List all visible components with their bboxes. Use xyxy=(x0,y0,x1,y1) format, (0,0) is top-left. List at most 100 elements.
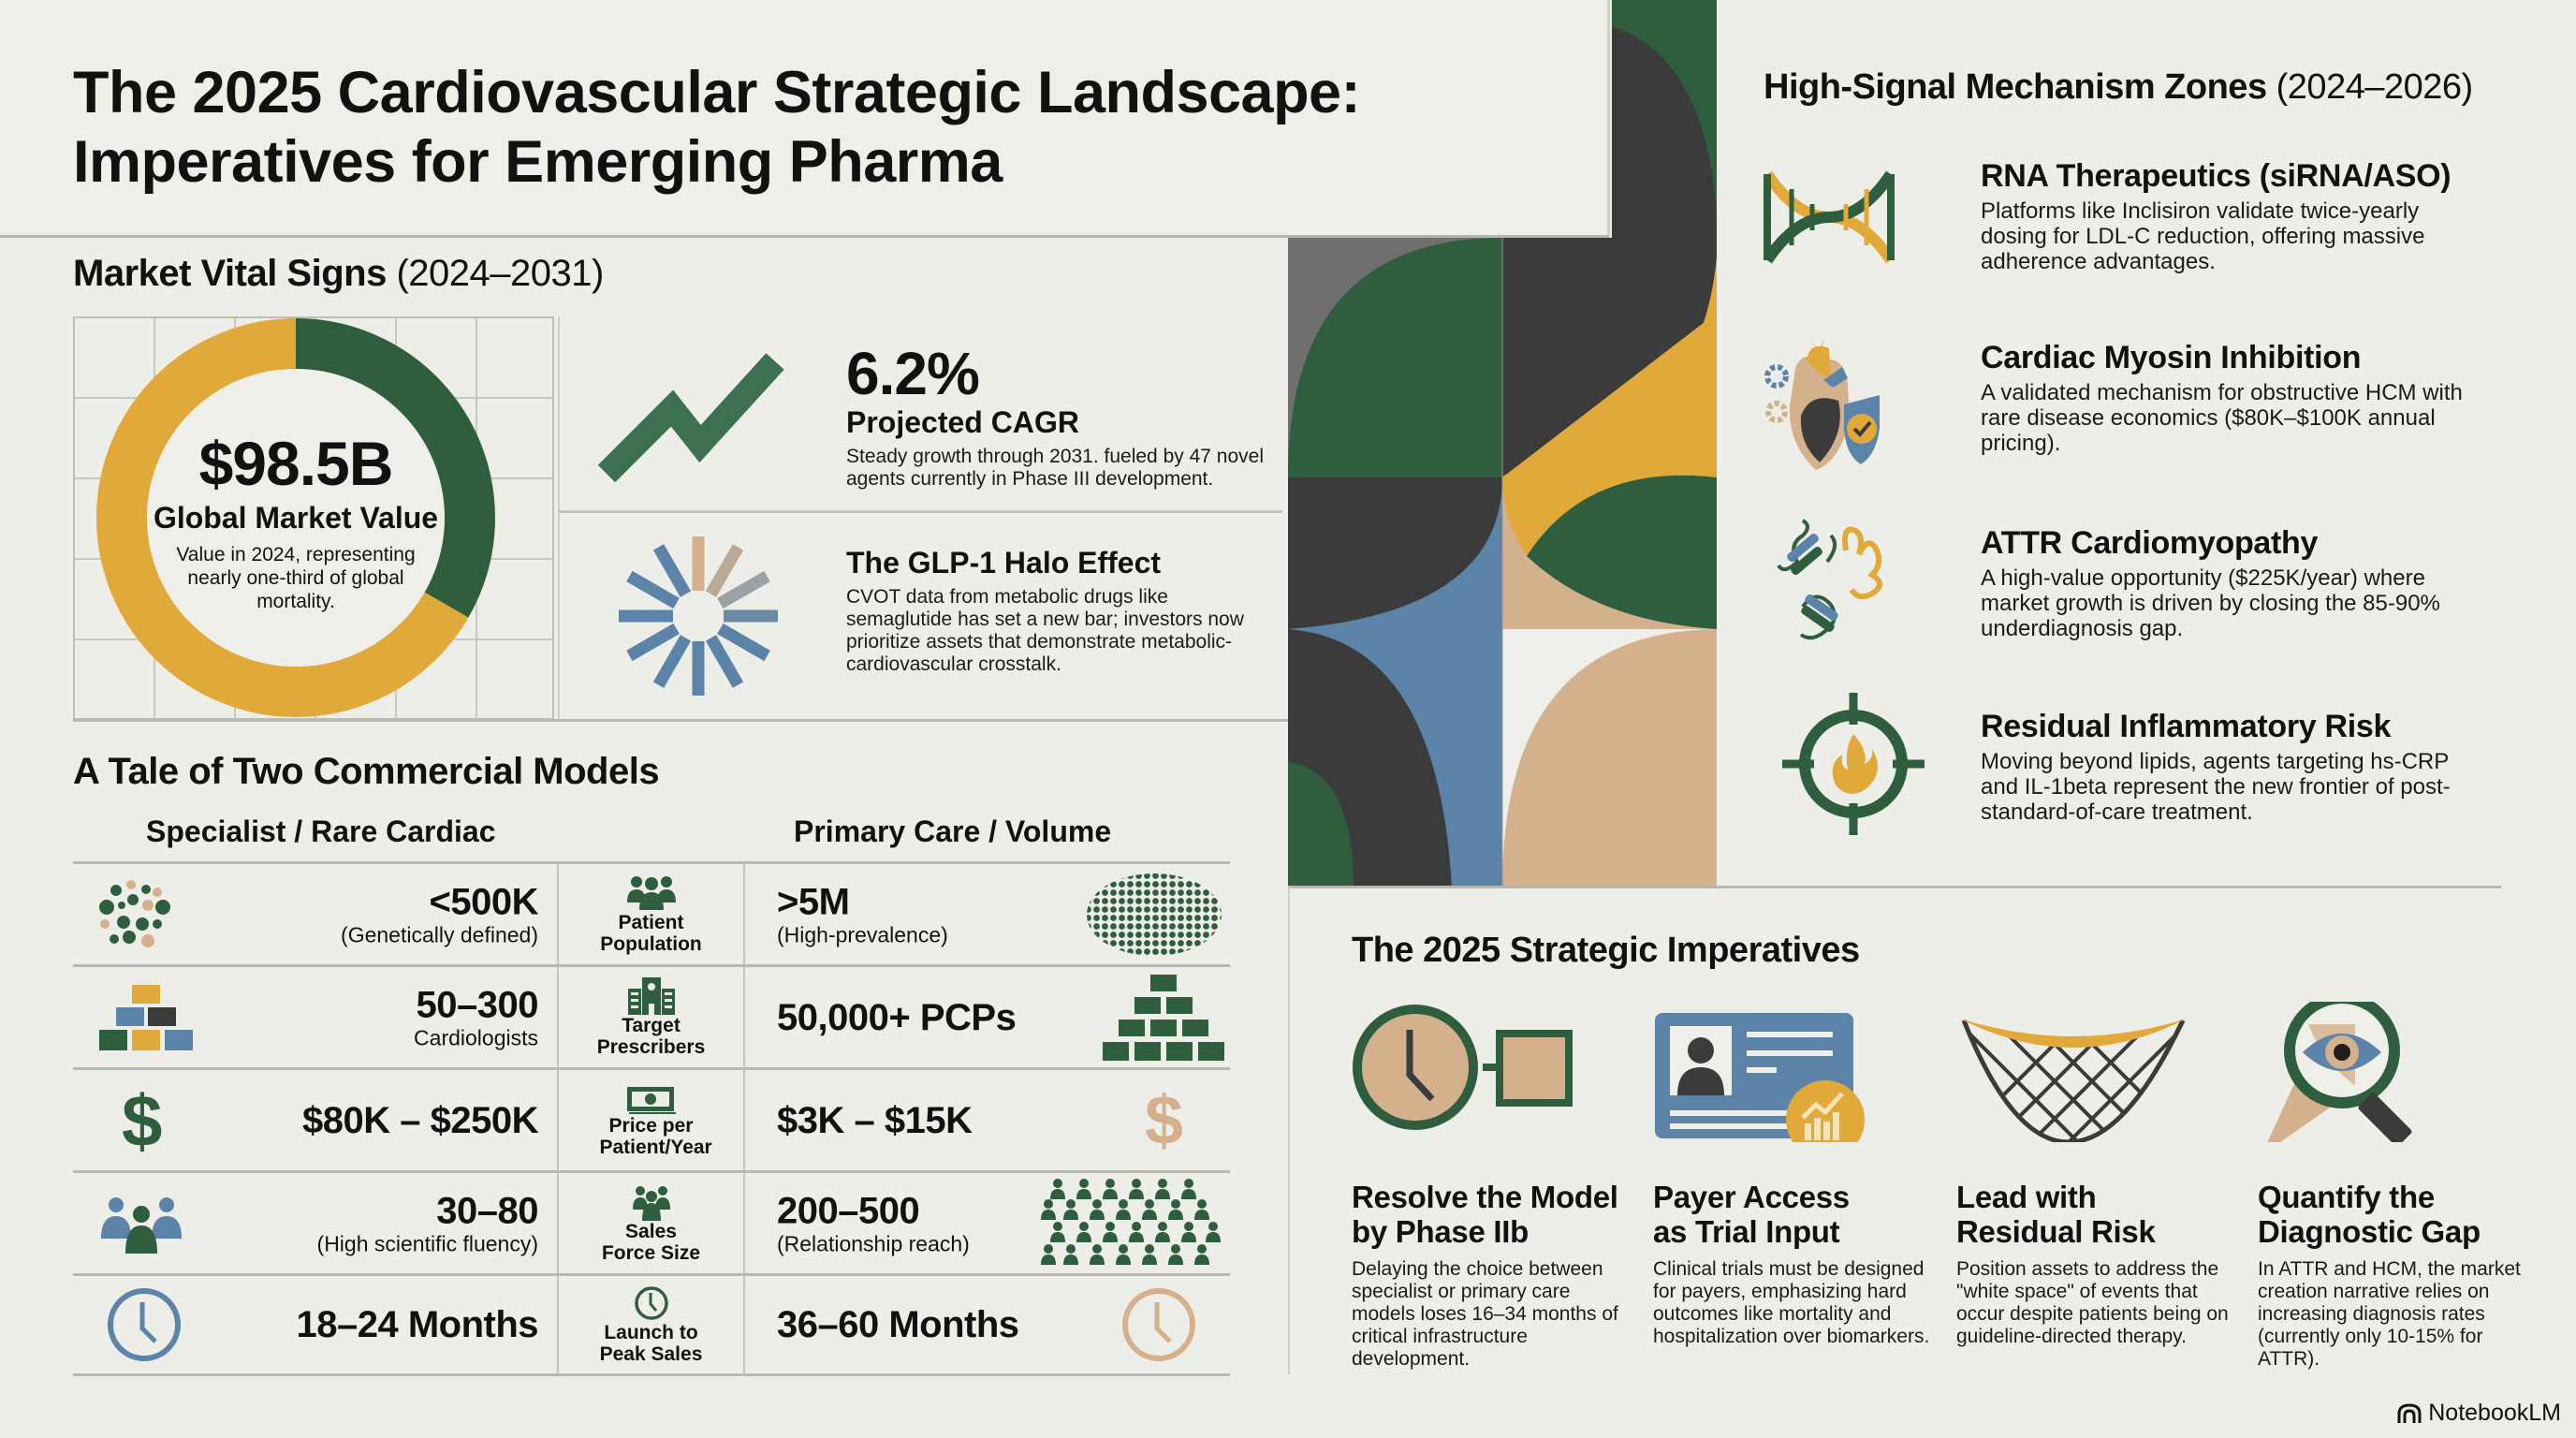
specialist-value: <500K (Genetically defined) xyxy=(341,881,538,946)
metric-label: Target Prescribers xyxy=(596,1014,706,1058)
cagr-value: 6.2% xyxy=(846,340,980,407)
imperative-description: Clinical trials must be designed for pay… xyxy=(1653,1258,1930,1347)
global-market-donut: $98.5B Global Market Value Value in 2024… xyxy=(90,316,502,719)
magnifier-eye-icon xyxy=(2267,1002,2412,1142)
sunburst-icon xyxy=(619,536,778,696)
primary-care-cell: 50,000+ PCPs xyxy=(745,967,1230,1067)
page-title: The 2025 Cardiovascular Strategic Landsc… xyxy=(73,60,1361,195)
specialist-cell: 30–80 (High scientific fluency) xyxy=(73,1173,559,1273)
cagr-label: Projected CAGR xyxy=(846,405,1079,439)
donut-center-text: $98.5B Global Market Value Value in 2024… xyxy=(90,316,502,719)
mechanism-text: Cardiac Myosin Inhibition A validated me… xyxy=(1981,340,2463,456)
table-row: 18–24 Months Launch to Peak Sales 36–60 … xyxy=(73,1273,1230,1376)
glp1-stat: The GLP-1 Halo Effect CVOT data from met… xyxy=(558,513,1282,721)
banknote-icon xyxy=(626,1086,676,1114)
imperative-description: Position assets to address the "white sp… xyxy=(1956,1258,2229,1347)
metric-label: Price per Patient/Year xyxy=(599,1114,712,1158)
clock-tan-icon xyxy=(1122,1288,1195,1361)
metric-cell: Launch to Peak Sales xyxy=(559,1276,745,1373)
art-panel-top xyxy=(1612,0,1717,240)
donut-chart xyxy=(96,318,495,717)
large-crowd-icon xyxy=(1041,1178,1221,1265)
mechanism-text: ATTR Cardiomyopathy A high-value opportu… xyxy=(1981,525,2440,641)
id-card-chart-icon xyxy=(1655,1013,1865,1142)
commercial-models-heading: A Tale of Two Commercial Models xyxy=(73,751,660,792)
abstract-geometric-art xyxy=(1288,238,1717,888)
notebooklm-logo-icon xyxy=(2397,1402,2422,1423)
mechanism-zones-heading: High-Signal Mechanism Zones (2024–2026) xyxy=(1764,67,2473,107)
mechanism-item-inflammation: Residual Inflammatory Risk Moving beyond… xyxy=(1756,693,2524,867)
primary-care-value: $3K – $15K xyxy=(777,1099,973,1141)
small-team-icon xyxy=(101,1196,182,1254)
global-market-description: Value in 2024, representing nearly one-t… xyxy=(176,543,416,612)
table-row: $ $80K – $250K Price per Patient/Year $3… xyxy=(73,1067,1230,1170)
imperative-title: Lead with Residual Risk xyxy=(1956,1180,2156,1249)
dense-dots-icon xyxy=(1087,873,1222,956)
primary-care-value: >5M (High-prevalence) xyxy=(777,881,948,946)
block-pyramid-icon xyxy=(99,984,193,1050)
table-row: <500K (Genetically defined) Patient Popu… xyxy=(73,861,1230,964)
imperative-title: Resolve the Model by Phase IIb xyxy=(1352,1180,1618,1249)
imperative-title: Payer Access as Trial Input xyxy=(1653,1180,1850,1249)
mechanism-text: Residual Inflammatory Risk Moving beyond… xyxy=(1981,709,2451,825)
imperative-description: In ATTR and HCM, the market creation nar… xyxy=(2258,1258,2521,1370)
metric-label: Sales Force Size xyxy=(601,1220,701,1264)
metric-label: Launch to Peak Sales xyxy=(599,1322,703,1365)
mechanism-item-attr: ATTR Cardiomyopathy A high-value opportu… xyxy=(1756,519,2524,683)
art-panel xyxy=(1288,238,1717,888)
global-market-label: Global Market Value xyxy=(153,500,439,535)
sparse-dots-icon xyxy=(99,879,170,947)
primary-care-value: 36–60 Months xyxy=(777,1304,1019,1345)
metric-cell: Target Prescribers xyxy=(559,967,745,1067)
imperative-title: Quantify the Diagnostic Gap xyxy=(2258,1180,2481,1249)
title-box: The 2025 Cardiovascular Strategic Landsc… xyxy=(0,0,1610,238)
mechanism-item-rna: RNA Therapeutics (siRNA/ASO) Platforms l… xyxy=(1756,157,2524,316)
global-market-value: $98.5B xyxy=(198,428,394,498)
primary-care-cell: >5M (High-prevalence) xyxy=(745,864,1230,964)
imperative-description: Delaying the choice between specialist o… xyxy=(1352,1258,1618,1370)
abstract-art-top xyxy=(1612,0,1717,240)
primary-care-cell: 200–500 (Relationship reach) xyxy=(745,1173,1230,1273)
primary-care-value: 200–500 (Relationship reach) xyxy=(777,1190,970,1255)
right-section-divider xyxy=(1288,886,2501,888)
cagr-description: Steady growth through 2031. fueled by 47… xyxy=(846,446,1264,490)
specialist-cell: 50–300 Cardiologists xyxy=(73,967,559,1067)
people-group-icon xyxy=(626,875,676,910)
specialist-cell: <500K (Genetically defined) xyxy=(73,864,559,964)
notebooklm-brand: NotebookLM xyxy=(2396,1400,2561,1427)
market-vital-signs-heading: Market Vital Signs (2024–2031) xyxy=(73,253,604,294)
hospital-icon xyxy=(627,976,675,1015)
specialist-cell: $ $80K – $250K xyxy=(73,1070,559,1170)
metric-cell: Patient Population xyxy=(559,864,745,964)
safety-net-icon xyxy=(1960,1019,2187,1142)
strategic-imperatives-heading: The 2025 Strategic Imperatives xyxy=(1352,931,1860,970)
imperatives-left-border xyxy=(1288,888,1290,1374)
metric-label: Patient Population xyxy=(600,911,702,955)
clock-icon xyxy=(634,1286,668,1320)
mechanism-item-myosin: Cardiac Myosin Inhibition A validated me… xyxy=(1756,339,2524,498)
specialist-value: 30–80 (High scientific fluency) xyxy=(316,1190,539,1255)
clock-blue-icon xyxy=(108,1288,181,1361)
dna-helix-icon xyxy=(1764,170,1895,264)
specialist-value: 18–24 Months xyxy=(296,1304,538,1345)
metric-cell: Price per Patient/Year xyxy=(559,1070,745,1170)
metric-cell: Sales Force Size xyxy=(559,1173,745,1273)
primary-care-column-header: Primary Care / Volume xyxy=(794,814,1112,848)
team-icon xyxy=(632,1185,670,1221)
specialist-value: 50–300 Cardiologists xyxy=(414,984,538,1049)
protein-fold-icon xyxy=(1777,519,1882,640)
specialist-value: $80K – $250K xyxy=(302,1099,538,1141)
cagr-stat: 6.2% Projected CAGR Steady growth throug… xyxy=(558,316,1282,513)
clock-decision-icon xyxy=(1353,1005,1573,1130)
specialist-column-header: Specialist / Rare Cardiac xyxy=(146,814,496,848)
primary-care-value: 50,000+ PCPs xyxy=(777,996,1017,1038)
mechanism-text: RNA Therapeutics (siRNA/ASO) Platforms l… xyxy=(1981,158,2452,274)
dollar-tan-icon: $ xyxy=(1144,1080,1183,1159)
section-divider xyxy=(73,719,1288,722)
trend-up-zigzag-icon xyxy=(597,353,784,483)
specialist-cell: 18–24 Months xyxy=(73,1276,559,1373)
building-pyramid-icon xyxy=(1103,974,1224,1061)
commercial-models-table: <500K (Genetically defined) Patient Popu… xyxy=(73,861,1230,1376)
table-row: 50–300 Cardiologists Target Prescribers … xyxy=(73,964,1230,1067)
glp1-description: CVOT data from metabolic drugs like sema… xyxy=(846,586,1244,675)
